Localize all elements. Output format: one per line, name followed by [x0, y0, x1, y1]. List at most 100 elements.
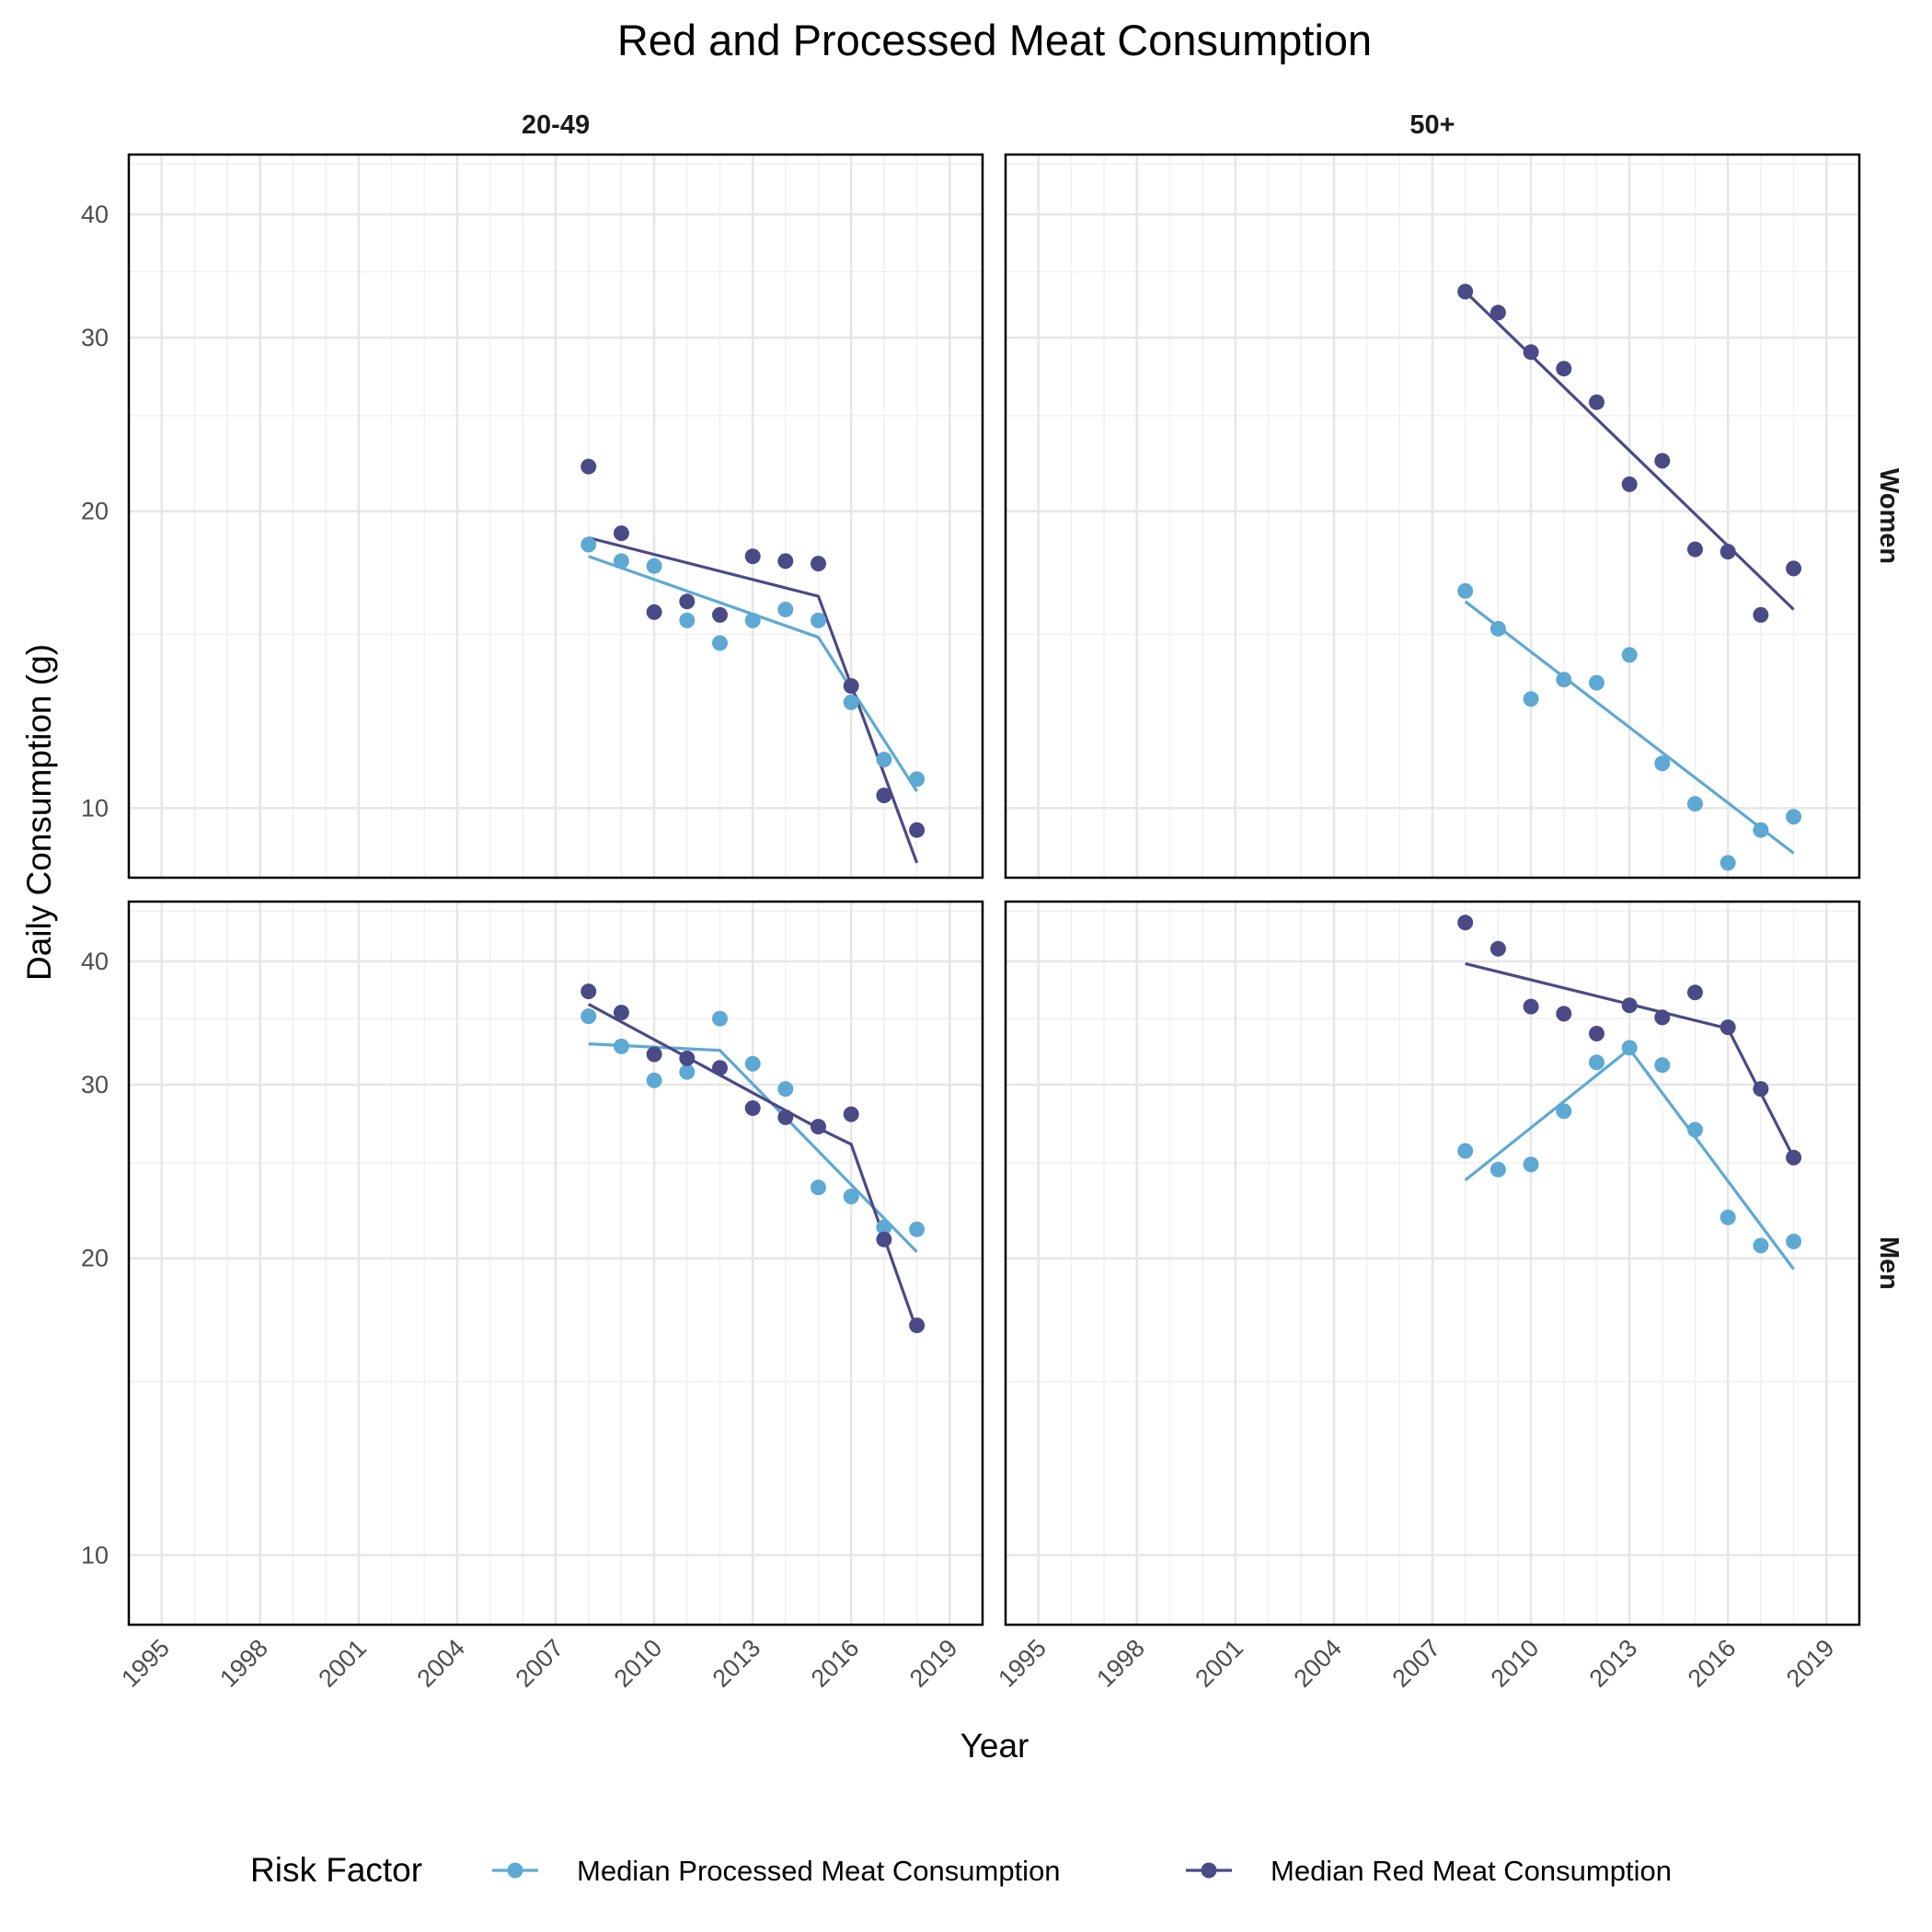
x-tick-label: 1995: [116, 1634, 175, 1693]
y-tick-label: 10: [81, 794, 109, 822]
x-tick-label: 2007: [511, 1634, 569, 1693]
red-point: [646, 604, 662, 620]
processed-point: [712, 635, 728, 651]
red-trend-line: [1464, 290, 1795, 611]
processed-point: [712, 1010, 728, 1027]
red-point: [1654, 1009, 1671, 1026]
processed-point: [1489, 620, 1506, 637]
processed-point: [1753, 1237, 1769, 1254]
y-tick-label: 20: [81, 498, 109, 525]
processed-point: [843, 694, 859, 710]
processed-point: [811, 612, 826, 628]
red-point: [1753, 606, 1769, 623]
processed-point: [1687, 1121, 1703, 1138]
processed-point: [1654, 755, 1671, 772]
red-point: [777, 1109, 794, 1125]
x-tick-label: 2019: [904, 1634, 963, 1693]
y-tick-label: 10: [81, 1541, 109, 1569]
y-tick-label: 20: [81, 1245, 109, 1272]
red-point: [1753, 1081, 1769, 1098]
processed-point: [646, 1072, 662, 1088]
processed-point: [777, 602, 794, 617]
legend: Risk Factor Median Processed Meat Consum…: [250, 1851, 1672, 1889]
red-point: [1589, 394, 1604, 410]
chart-title: Red and Processed Meat Consumption: [617, 16, 1372, 64]
panel-border: [1004, 900, 1861, 1627]
processed-point: [646, 558, 662, 574]
processed-point: [811, 1179, 826, 1196]
processed-point: [1621, 647, 1638, 663]
red-point: [1719, 1019, 1736, 1036]
red-point: [811, 1119, 826, 1135]
red-point: [1556, 1006, 1572, 1022]
x-tick-label: 2013: [1584, 1634, 1643, 1693]
x-tick-label: 2010: [1486, 1634, 1545, 1693]
x-tick-label: 2016: [806, 1634, 865, 1693]
processed-point: [876, 1219, 892, 1236]
red-point: [843, 1106, 859, 1122]
processed-point: [744, 1055, 761, 1072]
x-tick-label: 2001: [1190, 1634, 1248, 1693]
x-tick-label: 1998: [214, 1634, 273, 1693]
red-point: [1457, 283, 1474, 300]
panel-50+-Men: [1004, 900, 1861, 1627]
red-point: [679, 1050, 696, 1066]
x-tick-label: 1995: [993, 1634, 1052, 1693]
red-point: [1687, 984, 1703, 1001]
processed-point: [679, 612, 696, 628]
red-point: [679, 593, 696, 610]
processed-point: [1556, 1103, 1572, 1120]
processed-point: [613, 553, 629, 569]
processed-point: [1753, 822, 1769, 838]
processed-point: [581, 1008, 597, 1025]
processed-point: [1489, 1161, 1506, 1178]
y-tick-label: 30: [81, 1071, 109, 1098]
panel-border: [127, 153, 984, 880]
y-tick-label: 30: [81, 324, 109, 351]
panel-50+-Women: [1004, 153, 1861, 880]
processed-point: [1786, 1233, 1802, 1249]
processed-trend-line: [588, 555, 918, 792]
red-point: [1786, 560, 1802, 577]
panel-20-49-Women: [127, 153, 984, 880]
legend-key-point: [1201, 1862, 1217, 1879]
processed-point: [679, 1064, 696, 1080]
processed-point: [1457, 582, 1474, 599]
red-point: [811, 556, 826, 572]
processed-point: [1589, 1054, 1604, 1071]
x-tick-label: 2016: [1683, 1634, 1742, 1693]
facet-row-label: Women: [1874, 468, 1903, 564]
y-tick-label: 40: [81, 948, 109, 975]
facet-row-label: Men: [1874, 1236, 1903, 1290]
processed-point: [1621, 1040, 1638, 1056]
x-tick-label: 2007: [1387, 1634, 1446, 1693]
red-point: [744, 548, 761, 565]
processed-point: [843, 1189, 859, 1205]
red-point: [777, 553, 794, 569]
red-point: [1687, 541, 1703, 558]
red-point: [843, 678, 859, 695]
x-tick-label: 2019: [1781, 1634, 1840, 1693]
x-tick-label: 1998: [1091, 1634, 1150, 1693]
processed-point: [1719, 1209, 1736, 1225]
x-axis-ticks: 1995 1998 2001 2004 2007 2010 2013 2016 2019 1995…: [116, 1634, 1839, 1693]
red-point: [876, 1231, 892, 1248]
panels-layer: 10 20 30 40 10 20 30 40 20-49 50+ Women Men: [81, 110, 1903, 1627]
panel-border: [127, 900, 984, 1627]
legend-entry-label: Median Red Meat Consumption: [1271, 1855, 1672, 1887]
y-axis-label: Daily Consumption (g): [20, 644, 58, 981]
red-point: [1489, 305, 1506, 321]
processed-point: [1457, 1143, 1474, 1159]
red-point: [909, 1317, 926, 1334]
x-tick-label: 2013: [707, 1634, 766, 1693]
red-point: [712, 1060, 728, 1076]
processed-point: [1719, 855, 1736, 871]
facet-column-label: 50+: [1409, 110, 1455, 140]
red-point: [1556, 361, 1572, 377]
processed-point: [909, 771, 926, 788]
x-axis-label: Year: [960, 1727, 1029, 1765]
processed-point: [1523, 1156, 1539, 1173]
red-point: [581, 983, 597, 1000]
red-point: [1719, 544, 1736, 560]
